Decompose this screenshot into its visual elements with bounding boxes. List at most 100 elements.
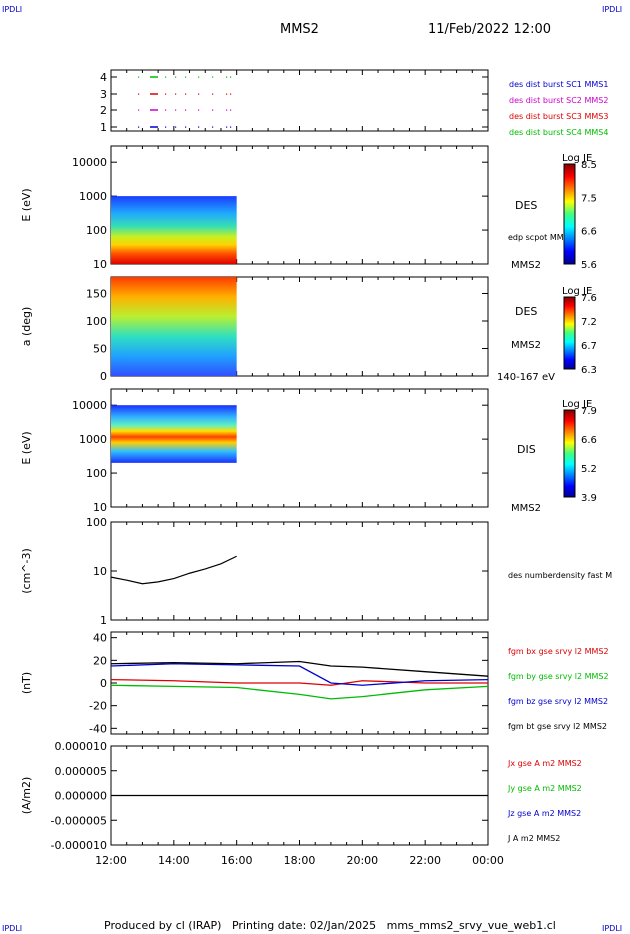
density-ytick-label: 1 — [100, 614, 107, 627]
dis-energy-ytick-label: 100 — [86, 467, 107, 480]
burst-marker — [198, 126, 200, 128]
burst-marker — [226, 126, 228, 128]
dis-energy-colorbar-tick: 6.6 — [581, 435, 597, 446]
x-tick-label: 12:00 — [95, 854, 127, 867]
bfield-line-by — [110, 684, 489, 700]
des-energy-colorbar-title: Log JE — [562, 153, 592, 164]
x-tick-label: 20:00 — [346, 854, 378, 867]
des-energy-colorbar — [563, 163, 576, 265]
bfield-ylabel: (nT) — [20, 672, 33, 694]
burst-marker — [230, 109, 232, 111]
des-energy-ytick-label: 1000 — [79, 190, 107, 203]
des-energy-colorbar-tick: 6.6 — [581, 227, 597, 238]
corner-bottom-right: IPDLI — [602, 924, 623, 933]
bfield-line-bx — [110, 678, 488, 686]
current-ytick-label: -0.000005 — [51, 814, 107, 827]
burst-marker — [212, 126, 214, 128]
bfield-legend-item: fgm bx gse srvy l2 MMS2 — [508, 647, 609, 656]
density-ytick-label: 100 — [86, 516, 107, 529]
current-legend-item: J A m2 MMS2 — [507, 834, 560, 843]
burst-marker — [226, 93, 228, 95]
current-legend-item: Jz gse A m2 MMS2 — [507, 809, 581, 818]
burst-legend-item: des dist burst SC4 MMS4 — [509, 128, 608, 137]
des-pitch-ytick-label: 50 — [93, 343, 107, 356]
x-tick-label: 22:00 — [409, 854, 441, 867]
dis-energy-ytick-label: 10000 — [72, 399, 107, 412]
bfield-legend-item: fgm by gse srvy l2 MMS2 — [508, 672, 609, 681]
burst-marker — [198, 93, 200, 95]
burst-marker — [212, 76, 214, 78]
corner-top-left: IPDLI — [2, 5, 23, 14]
bfield-line-bt — [110, 660, 489, 677]
burst-marker — [175, 109, 177, 111]
bfield-line-bz — [110, 663, 489, 686]
des-pitch-ylabel: a (deg) — [20, 307, 33, 347]
bfield-legend-item: fgm bt gse srvy l2 MMS2 — [508, 722, 607, 731]
x-tick-label: 00:00 — [472, 854, 504, 867]
burst-marker — [165, 76, 167, 78]
dis-energy-ytick-label: 10 — [93, 501, 107, 514]
dis-energy-spectrogram — [111, 405, 237, 463]
des-energy-colorbar-tick: 8.5 — [581, 160, 597, 171]
burst-marker — [175, 93, 177, 95]
corner-bottom-left: IPDLI — [2, 924, 23, 933]
bfield-ytick-label: -40 — [89, 722, 107, 735]
density-frame — [110, 521, 489, 621]
burst-marker — [212, 93, 214, 95]
burst-marker — [226, 109, 228, 111]
current-ytick-label: -0.000010 — [51, 839, 107, 852]
dis-energy-ylabel: E (eV) — [20, 431, 33, 464]
des-energy-label: DES — [515, 199, 537, 212]
burst-marker — [212, 109, 214, 111]
burst-marker — [230, 126, 232, 128]
burst-marker — [138, 76, 140, 78]
current-legend-item: Jy gse A m2 MMS2 — [507, 784, 582, 793]
dis-energy-colorbar-tick: 7.9 — [581, 406, 597, 417]
dis-energy-colorbar-title: Log JE — [562, 399, 592, 410]
des-pitch-ytick-label: 150 — [86, 288, 107, 301]
burst-marker — [198, 76, 200, 78]
x-tick-label: 16:00 — [221, 854, 253, 867]
bfield-ytick-label: 40 — [93, 632, 107, 645]
burst-marker — [185, 93, 187, 95]
current-ylabel: (A/m2) — [20, 777, 33, 815]
footer-credit: Produced by cl (IRAP) Printing date: 02/… — [104, 919, 556, 932]
dis-energy-sc: MMS2 — [511, 503, 541, 514]
dis-energy-colorbar-tick: 5.2 — [581, 464, 597, 475]
des-pitch-colorbar-tick: 6.3 — [581, 365, 597, 376]
mission-title: MMS2 — [280, 22, 319, 37]
dis-energy-colorbar-tick: 3.9 — [581, 493, 597, 504]
des-energy-ytick-label: 10 — [93, 258, 107, 271]
burst-marker — [165, 126, 167, 128]
burst-legend-item: des dist burst SC2 MMS2 — [509, 96, 608, 105]
burst-marker — [198, 109, 200, 111]
des-pitch-colorbar-tick: 6.7 — [581, 341, 597, 352]
des-pitch-ytick-label: 0 — [100, 370, 107, 383]
density-ylabel: (cm^-3) — [20, 548, 33, 594]
burst-frame — [110, 69, 489, 132]
current-ytick-label: 0.000010 — [55, 740, 108, 753]
des-pitch-colorbar — [563, 296, 576, 370]
des-energy-ytick-label: 10000 — [72, 156, 107, 169]
current-ytick-label: 0.000000 — [55, 790, 108, 803]
burst-marker — [138, 126, 140, 128]
x-tick-label: 14:00 — [158, 854, 190, 867]
des-energy-ytick-label: 100 — [86, 224, 107, 237]
burst-ytick-label: 1 — [100, 121, 107, 134]
des-pitch-colorbar-title: Log JE — [562, 286, 592, 297]
dis-energy-colorbar — [563, 409, 576, 498]
burst-legend-item: des dist burst SC3 MMS3 — [509, 112, 608, 121]
dis-energy-ytick-label: 1000 — [79, 433, 107, 446]
burst-ytick-label: 2 — [100, 104, 107, 117]
burst-marker — [226, 76, 228, 78]
des-pitch-spectrogram — [111, 277, 237, 376]
burst-marker — [175, 126, 177, 128]
burst-marker — [185, 109, 187, 111]
burst-ytick-label: 3 — [100, 88, 107, 101]
des-energy-colorbar-tick: 7.5 — [581, 193, 597, 204]
des-pitch-colorbar-tick: 7.2 — [581, 317, 597, 328]
density-line — [110, 555, 237, 585]
des-energy-sc: MMS2 — [511, 260, 541, 271]
bfield-legend-item: fgm bz gse srvy l2 MMS2 — [508, 697, 608, 706]
burst-marker — [230, 93, 232, 95]
